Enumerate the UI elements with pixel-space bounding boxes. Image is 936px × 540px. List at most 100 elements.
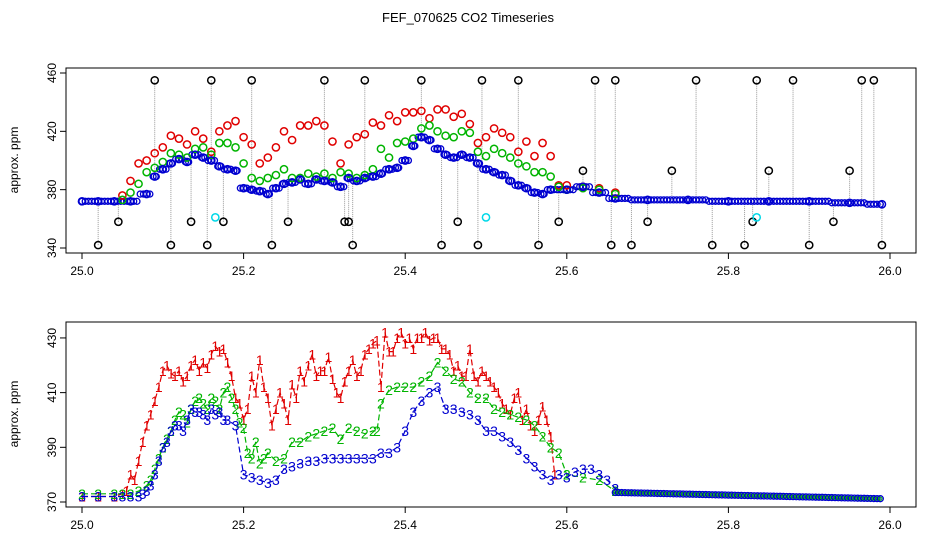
red-point <box>255 159 265 168</box>
series-marker-3: 3 <box>304 453 312 469</box>
y-tick-label: 430 <box>45 328 59 348</box>
series-marker-3: 3 <box>563 469 571 485</box>
blue-point <box>530 188 539 197</box>
series-marker-3: 3 <box>195 404 203 420</box>
blue-point <box>150 172 160 181</box>
red-point <box>166 131 176 141</box>
blue-point <box>425 135 434 145</box>
x-tick-label: 25.8 <box>717 264 741 278</box>
series-marker-3: 3 <box>329 450 337 466</box>
red-point <box>400 108 410 117</box>
x-tick-label: 25.0 <box>70 264 94 278</box>
red-point <box>449 112 459 122</box>
black-point <box>344 217 353 227</box>
baseline-point <box>130 197 138 205</box>
red-point <box>118 191 127 200</box>
black-point <box>320 75 329 85</box>
series-marker-2: 2 <box>595 472 603 488</box>
series-marker-2: 2 <box>312 426 320 442</box>
baseline-point <box>146 190 154 198</box>
series-marker-2: 2 <box>147 472 155 488</box>
black-point <box>186 217 196 227</box>
series-marker-1: 1 <box>175 363 183 379</box>
green-point <box>118 195 127 205</box>
green-point <box>215 138 224 148</box>
green-point <box>400 137 410 146</box>
chart-title: FEF_070625 CO2 Timeseries <box>382 10 554 25</box>
green-point <box>231 143 240 152</box>
panel-top-axes: 25.0 25.2 25.4 25.6 25.8 26.0 340 380 420 460 <box>45 63 902 278</box>
series-marker-3: 3 <box>361 450 369 466</box>
green-point <box>239 159 248 168</box>
series-marker-2: 2 <box>547 439 555 455</box>
series-marker-2: 2 <box>252 434 260 450</box>
series-marker-3: 3 <box>401 423 409 439</box>
blue-point <box>295 175 305 184</box>
black-point <box>845 166 854 176</box>
blue-point <box>263 189 273 199</box>
series-marker-1: 1 <box>539 398 547 414</box>
green-point <box>287 173 297 183</box>
black-point <box>804 240 814 250</box>
blue-point <box>392 163 402 173</box>
blue-point <box>400 156 410 165</box>
red-point <box>481 132 491 142</box>
blue-point <box>417 132 426 142</box>
green-point <box>481 151 491 161</box>
series-marker-1: 1 <box>413 330 421 346</box>
red-point <box>231 116 240 126</box>
baseline-point <box>621 194 629 203</box>
blue-point <box>683 195 693 205</box>
series-marker-1: 1 <box>547 428 555 444</box>
series-marker-3: 3 <box>215 404 223 420</box>
green-point <box>368 164 378 174</box>
series-marker-3: 3 <box>595 467 603 483</box>
blue-point <box>505 176 515 186</box>
y-tick-label: 340 <box>45 238 59 258</box>
series-marker-2: 2 <box>385 382 393 398</box>
red-point <box>392 116 402 126</box>
blue-point <box>190 150 200 160</box>
black-point <box>740 240 749 250</box>
black-point <box>707 240 717 250</box>
series-marker-2: 2 <box>579 469 587 485</box>
series-marker-3: 3 <box>147 478 155 494</box>
series-marker-1: 1 <box>478 363 486 379</box>
green-point <box>376 144 386 154</box>
panel-bottom-axes: 25.0 25.2 25.4 25.6 25.8 26.0 370 390 410 430 <box>45 328 902 532</box>
blue-point <box>328 178 337 187</box>
series-marker-3: 3 <box>264 475 272 491</box>
blue-point <box>239 183 248 193</box>
series-marker-1: 1 <box>470 368 478 384</box>
green-point <box>126 188 135 197</box>
x-tick-label: 25.4 <box>394 264 418 278</box>
y-tick-label: 380 <box>45 179 59 199</box>
y-tick-label: 460 <box>45 63 59 83</box>
series-marker-2: 2 <box>288 434 296 450</box>
series-marker-1: 1 <box>466 341 474 357</box>
blue-point <box>303 179 313 189</box>
baseline-point <box>698 196 707 204</box>
panel-bottom-ylabel: approx. ppm <box>7 381 21 448</box>
y-tick-label: 370 <box>45 492 59 512</box>
cyan-point <box>210 213 220 222</box>
series-marker-1: 1 <box>486 374 494 390</box>
series-marker-1: 1 <box>195 363 203 379</box>
green-point <box>142 167 151 177</box>
series-marker-1: 1 <box>183 368 191 384</box>
red-point <box>522 137 531 146</box>
blue-point <box>182 157 192 167</box>
green-point <box>174 150 184 160</box>
blue-point <box>594 188 604 197</box>
blue-point <box>158 164 168 174</box>
red-point <box>239 132 248 142</box>
series-marker-1: 1 <box>264 390 272 406</box>
blue-point <box>247 185 257 195</box>
series-marker-1: 1 <box>191 352 199 368</box>
series-marker-3: 3 <box>179 423 187 439</box>
red-point <box>303 121 313 130</box>
series-marker-2: 2 <box>183 415 191 431</box>
series-marker-1: 1 <box>155 379 163 395</box>
series-marker-2: 2 <box>203 401 211 417</box>
green-point <box>182 153 192 162</box>
